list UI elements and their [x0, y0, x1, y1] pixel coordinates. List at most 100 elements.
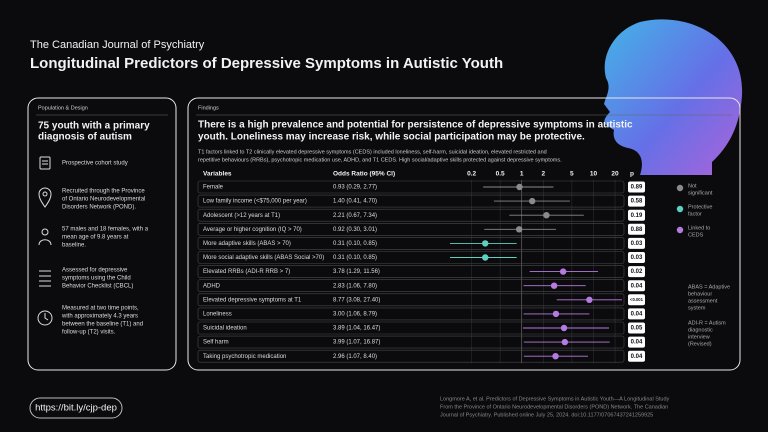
- variable: Low family income (<$75,000 per year): [203, 199, 307, 205]
- odds-ratio: 1.40 (0.41, 4.70): [333, 199, 377, 205]
- odds-ratio-dot: [516, 183, 523, 191]
- design-item: between the baseline (T1) and: [62, 322, 143, 328]
- odds-ratio-dot: [529, 197, 536, 205]
- row: [197, 265, 625, 278]
- odds-ratio-dot: [482, 240, 489, 247]
- odds-ratio: 2.83 (1.06, 7.80): [333, 283, 377, 289]
- p-value: 0.04: [631, 283, 643, 289]
- p-value: 0.03: [631, 255, 643, 261]
- odds-ratio-dot: [552, 310, 560, 318]
- x-tick-label: 10: [590, 171, 598, 178]
- odds-ratio-dot: [559, 268, 567, 275]
- column-header: Odds Ratio (95% CI): [333, 171, 395, 178]
- section-label: Findings: [198, 105, 219, 111]
- legend-dot: [676, 184, 684, 192]
- x-tick-label: 0.2: [467, 171, 476, 178]
- p-box: [628, 209, 645, 221]
- design-item: Prospective cohort study: [62, 161, 128, 167]
- link[interactable]: https://bit.ly/cjp-dep: [35, 403, 117, 414]
- odds-ratio: 3.99 (1.07, 16.87): [333, 340, 380, 346]
- citation: Journal of Psychiatry. Published online …: [440, 412, 653, 418]
- p-value: 0.19: [631, 213, 643, 219]
- findings-panel: [187, 97, 741, 371]
- p-value: <0.001: [630, 297, 644, 302]
- x-tick-label: 5: [570, 171, 574, 178]
- odds-ratio: 2.96 (1.07, 8.40): [333, 354, 377, 360]
- p-box: [628, 237, 645, 249]
- variable: Taking psychotropic medication: [203, 354, 286, 360]
- p-value: 0.04: [631, 311, 643, 317]
- row: [197, 307, 625, 321]
- abbreviation-note: behaviour: [688, 291, 712, 297]
- legend-label: significant: [688, 190, 713, 196]
- odds-ratio: 0.31 (0.10, 0.85): [333, 241, 377, 247]
- row: [197, 321, 625, 335]
- link-button[interactable]: [29, 397, 123, 419]
- row: [197, 349, 625, 363]
- p-box: [628, 266, 645, 278]
- odds-ratio: 8.77 (3.08, 27.40): [333, 297, 380, 303]
- legend-label: Linked to: [688, 225, 710, 231]
- detail: repetitive behaviours (RRBs), psychotrop…: [198, 157, 562, 163]
- legend-label: factor: [688, 211, 702, 217]
- odds-ratio: 0.31 (0.10, 0.85): [333, 255, 377, 261]
- variable: Elevated depressive symptoms at T1: [203, 297, 302, 303]
- citation: From the Province of Ontario Neurodevelo…: [440, 404, 668, 410]
- odds-ratio-dot: [560, 324, 568, 332]
- x-tick-label: 2: [542, 171, 546, 178]
- odds-ratio-dot: [515, 226, 523, 233]
- variable: Adolescent (>12 years at T1): [203, 213, 280, 219]
- citation: Longmore A, et al. Predictors of Depress…: [440, 396, 670, 402]
- design-item: symptoms using the Child: [62, 276, 131, 282]
- headline: 75 youth with a primary: [38, 121, 150, 132]
- p-box: [628, 223, 645, 235]
- journal: The Canadian Journal of Psychiatry: [30, 39, 205, 51]
- design-item: follow-up (T2) visits.: [62, 330, 116, 336]
- p-value: 0.88: [631, 227, 643, 233]
- row: [197, 293, 625, 307]
- p-box: [628, 181, 645, 193]
- variable: Self harm: [203, 340, 229, 346]
- column-header: Variables: [203, 171, 232, 178]
- p-value: 0.04: [631, 340, 643, 346]
- population-panel: [27, 97, 177, 371]
- abbreviation-note: interview: [688, 334, 710, 340]
- icons: [37, 156, 53, 326]
- design-item: Recruited through the Province: [62, 189, 145, 195]
- abbreviation-note: ADI-R = Autism: [688, 320, 726, 326]
- p-value: 0.02: [631, 269, 643, 275]
- odds-ratio: 0.92 (0.30, 3.01): [333, 227, 377, 233]
- row: [197, 251, 625, 264]
- odds-ratio: 3.78 (1.29, 11.56): [333, 269, 380, 275]
- detail: T1 factors linked to T2 clinically eleva…: [198, 149, 547, 155]
- legend-dot: [676, 205, 684, 213]
- headline: diagnosis of autism: [38, 132, 132, 143]
- row: [197, 194, 625, 208]
- p-value: 0.03: [631, 241, 643, 247]
- abbreviation-note: (Revised): [688, 341, 712, 347]
- p-box: [628, 195, 645, 207]
- design-item: of Ontario Neurodevelopmental: [62, 197, 145, 203]
- odds-ratio-dot: [586, 296, 593, 303]
- head-silhouette: [604, 19, 743, 176]
- abbreviation-note: ABAS = Adaptive: [688, 284, 730, 290]
- x-tick-label: 0.5: [496, 171, 505, 178]
- design-item: Measured at two time points,: [62, 306, 139, 312]
- p-box: [628, 336, 645, 348]
- title: Longitudinal Predictors of Depressive Sy…: [30, 55, 503, 72]
- design-item: 57 males and 18 females, with a: [62, 227, 149, 233]
- legend-label: CEDS: [688, 232, 704, 238]
- x-tick-label: 1: [520, 171, 524, 178]
- abbreviation-note: diagnostic: [688, 327, 713, 333]
- p-value: 0.89: [631, 185, 643, 191]
- odds-ratio-dot: [561, 338, 569, 346]
- p-value: 0.05: [631, 326, 643, 332]
- summary: There is a high prevalence and potential…: [198, 120, 633, 131]
- p-box: [628, 322, 645, 334]
- odds-ratio: 0.93 (0.29, 2.77): [333, 185, 377, 191]
- row: [197, 279, 625, 293]
- x-tick-label: 20: [611, 171, 619, 178]
- row: [197, 180, 625, 194]
- design-item: mean age of 9.8 years at: [62, 235, 129, 241]
